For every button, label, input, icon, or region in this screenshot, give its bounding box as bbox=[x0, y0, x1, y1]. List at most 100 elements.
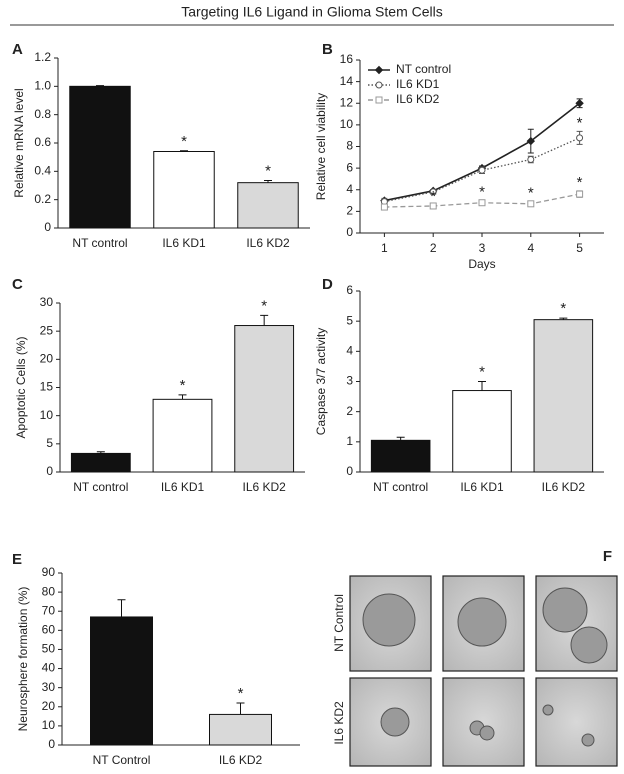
y-tick-label: 0.4 bbox=[34, 164, 51, 178]
significance-mark: * bbox=[577, 174, 583, 191]
figure-title: Targeting IL6 Ligand in Glioma Stem Cell… bbox=[181, 4, 442, 20]
marker bbox=[478, 199, 486, 207]
marker bbox=[576, 134, 584, 142]
error-bar bbox=[180, 150, 188, 152]
legend-label: IL6 KD2 bbox=[396, 92, 440, 106]
y-tick-label: 80 bbox=[42, 584, 56, 598]
y-tick-label: 30 bbox=[40, 295, 54, 309]
marker bbox=[527, 200, 535, 208]
y-tick-label: 6 bbox=[346, 283, 353, 297]
error-bar bbox=[178, 394, 187, 400]
y-tick-label: 10 bbox=[40, 408, 54, 422]
y-tick-label: 8 bbox=[346, 139, 353, 153]
y-tick-label: 14 bbox=[340, 74, 354, 88]
bar bbox=[234, 325, 295, 473]
x-tick-label: 3 bbox=[479, 241, 486, 255]
significance-mark: * bbox=[261, 297, 267, 314]
legend-marker bbox=[375, 96, 383, 104]
y-axis-label: Relative cell viability bbox=[314, 93, 328, 200]
y-tick-label: 2 bbox=[346, 204, 353, 218]
error-bar bbox=[396, 436, 405, 441]
y-tick-label: 10 bbox=[42, 718, 56, 732]
legend-marker bbox=[375, 81, 383, 89]
error-bar bbox=[260, 314, 269, 326]
neurosphere bbox=[362, 593, 416, 647]
error-bar bbox=[96, 85, 104, 87]
x-tick-label: IL6 KD1 bbox=[460, 480, 504, 494]
x-tick-label: IL6 KD2 bbox=[219, 753, 263, 767]
marker bbox=[575, 99, 584, 108]
y-tick-label: 4 bbox=[346, 182, 353, 196]
panel-letter: A bbox=[12, 41, 23, 58]
bar bbox=[209, 713, 272, 746]
bar bbox=[237, 182, 299, 229]
marker bbox=[527, 155, 535, 163]
x-tick-label: IL6 KD2 bbox=[246, 236, 290, 250]
x-tick-label: IL6 KD2 bbox=[542, 480, 586, 494]
y-axis-label: Neurosphere formation (%) bbox=[16, 587, 30, 732]
micrograph bbox=[442, 677, 525, 767]
y-tick-label: 12 bbox=[340, 95, 354, 109]
significance-mark: * bbox=[430, 188, 436, 205]
error-bar bbox=[236, 702, 245, 715]
y-axis-label: Apoptotic Cells (%) bbox=[14, 336, 28, 438]
panel-letter: B bbox=[322, 41, 333, 58]
x-tick-label: NT control bbox=[373, 480, 428, 494]
marker bbox=[478, 166, 486, 174]
marker bbox=[429, 188, 437, 196]
x-tick-label: IL6 KD2 bbox=[242, 480, 286, 494]
bar bbox=[153, 151, 215, 229]
marker bbox=[429, 202, 437, 210]
legend-label: IL6 KD1 bbox=[396, 77, 440, 91]
y-tick-label: 0 bbox=[346, 225, 353, 239]
significance-mark: * bbox=[181, 133, 187, 150]
neurosphere bbox=[542, 587, 588, 633]
y-tick-label: 0 bbox=[48, 737, 55, 751]
significance-mark: * bbox=[577, 114, 583, 131]
x-tick-label: 4 bbox=[527, 241, 534, 255]
neurosphere bbox=[581, 733, 595, 747]
row-label: NT Control bbox=[332, 594, 346, 652]
x-tick-label: IL6 KD1 bbox=[161, 480, 205, 494]
x-axis-label: Days bbox=[468, 257, 495, 271]
y-tick-label: 0.8 bbox=[34, 107, 51, 121]
x-tick-label: NT Control bbox=[93, 753, 151, 767]
y-tick-label: 4 bbox=[346, 344, 353, 358]
x-tick-label: 5 bbox=[576, 241, 583, 255]
bar bbox=[533, 319, 594, 473]
significance-mark: * bbox=[479, 184, 485, 201]
bar bbox=[90, 616, 153, 746]
panel-letter: F bbox=[603, 548, 612, 565]
neurosphere bbox=[570, 626, 608, 664]
image-panel: F NT Control IL6 KD2 bbox=[332, 548, 618, 767]
significance-mark: * bbox=[180, 377, 186, 394]
y-axis-label: Caspase 3/7 activity bbox=[314, 328, 328, 435]
y-tick-label: 1.0 bbox=[34, 79, 51, 93]
y-tick-label: 90 bbox=[42, 565, 56, 579]
y-tick-label: 5 bbox=[346, 313, 353, 327]
y-tick-label: 2 bbox=[346, 404, 353, 418]
y-tick-label: 0 bbox=[44, 220, 51, 234]
x-tick-label: 1 bbox=[381, 241, 388, 255]
y-tick-label: 16 bbox=[340, 52, 354, 66]
panel-letter: C bbox=[12, 276, 23, 293]
panel-letter: D bbox=[322, 276, 333, 293]
bar bbox=[452, 390, 512, 473]
neurosphere bbox=[479, 725, 495, 741]
significance-mark: * bbox=[265, 163, 271, 180]
significance-mark: * bbox=[528, 185, 534, 202]
error-bar bbox=[96, 451, 105, 454]
y-tick-label: 20 bbox=[40, 352, 54, 366]
bar bbox=[370, 439, 431, 473]
neurosphere bbox=[542, 704, 554, 716]
neurosphere bbox=[380, 707, 410, 737]
panel-letter: E bbox=[12, 551, 22, 568]
bar bbox=[70, 452, 131, 473]
significance-mark: * bbox=[560, 300, 566, 317]
legend-marker bbox=[374, 65, 384, 75]
y-tick-label: 0.6 bbox=[34, 135, 51, 149]
y-tick-label: 5 bbox=[46, 436, 53, 450]
y-tick-label: 40 bbox=[42, 661, 56, 675]
